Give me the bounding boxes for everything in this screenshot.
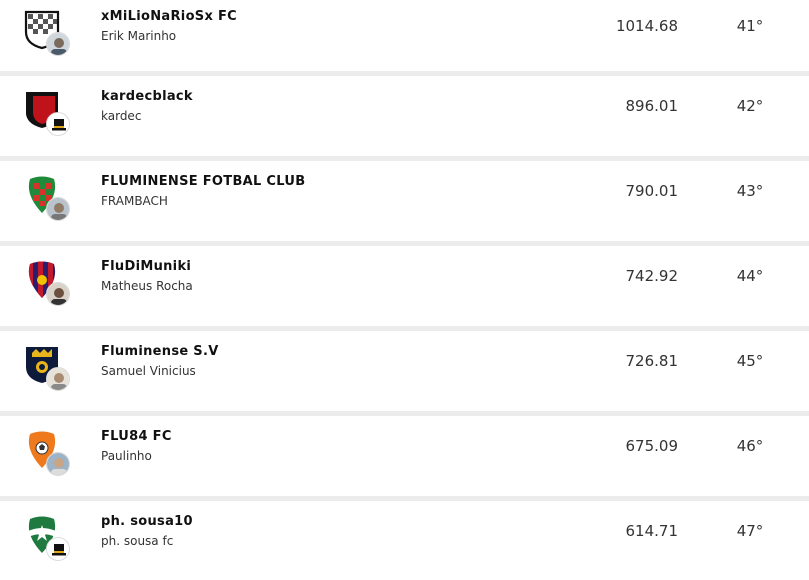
user-photo-avatar — [46, 32, 70, 56]
row-divider — [0, 241, 809, 246]
owner-name: kardec — [101, 109, 142, 123]
team-name[interactable]: kardecblack — [101, 89, 193, 104]
team-crest — [24, 515, 74, 561]
owner-name: ph. sousa fc — [101, 534, 174, 548]
row-divider — [0, 71, 809, 76]
owner-name: Samuel Vinicius — [101, 364, 196, 378]
top-hat-avatar — [46, 112, 70, 136]
team-position: 41° — [736, 17, 764, 35]
team-name[interactable]: xMiLioNaRioSx FC — [101, 9, 237, 24]
owner-name: Erik Marinho — [101, 29, 177, 43]
team-name[interactable]: FLU84 FC — [101, 429, 172, 444]
team-name[interactable]: FLUMINENSE FOTBAL CLUB — [101, 174, 306, 189]
team-row[interactable]: FLUMINENSE FOTBAL CLUB FRAMBACH 790.01 4… — [0, 161, 809, 240]
team-points: 1014.68 — [615, 17, 678, 35]
user-photo-avatar — [46, 367, 70, 391]
row-divider — [0, 326, 809, 331]
row-divider — [0, 411, 809, 416]
team-crest — [24, 175, 74, 221]
top-hat-avatar — [46, 537, 70, 561]
team-position: 46° — [736, 437, 764, 455]
team-crest — [24, 345, 74, 391]
team-row[interactable]: kardecblack kardec 896.01 42° — [0, 76, 809, 155]
team-position: 42° — [736, 97, 764, 115]
team-crest — [24, 90, 74, 136]
user-photo-avatar — [46, 452, 70, 476]
team-position: 45° — [736, 352, 764, 370]
team-position: 47° — [736, 522, 764, 540]
team-points: 896.01 — [625, 97, 679, 115]
team-points: 726.81 — [625, 352, 679, 370]
team-row[interactable]: ph. sousa10 ph. sousa fc 614.71 47° — [0, 501, 809, 580]
team-points: 742.92 — [625, 267, 679, 285]
team-crest — [24, 10, 74, 56]
team-name[interactable]: Fluminense S.V — [101, 344, 219, 359]
owner-name: Paulinho — [101, 449, 152, 463]
team-row[interactable]: FLU84 FC Paulinho 675.09 46° — [0, 416, 809, 495]
team-points: 675.09 — [625, 437, 679, 455]
user-photo-avatar — [46, 282, 70, 306]
user-photo-avatar — [46, 197, 70, 221]
team-position: 44° — [736, 267, 764, 285]
team-name[interactable]: ph. sousa10 — [101, 514, 193, 529]
team-row[interactable]: FluDiMuniki Matheus Rocha 742.92 44° — [0, 246, 809, 325]
row-divider — [0, 496, 809, 501]
team-row[interactable]: Fluminense S.V Samuel Vinicius 726.81 45… — [0, 331, 809, 410]
team-row[interactable]: xMiLioNaRioSx FC Erik Marinho 1014.68 41… — [0, 0, 809, 75]
team-crest — [24, 260, 74, 306]
checkered-shield-icon — [24, 10, 60, 50]
team-position: 43° — [736, 182, 764, 200]
team-points: 614.71 — [625, 522, 679, 540]
owner-name: Matheus Rocha — [101, 279, 193, 293]
team-crest — [24, 430, 74, 476]
row-divider — [0, 156, 809, 161]
team-name[interactable]: FluDiMuniki — [101, 259, 192, 274]
owner-name: FRAMBACH — [101, 194, 168, 208]
team-points: 790.01 — [625, 182, 679, 200]
